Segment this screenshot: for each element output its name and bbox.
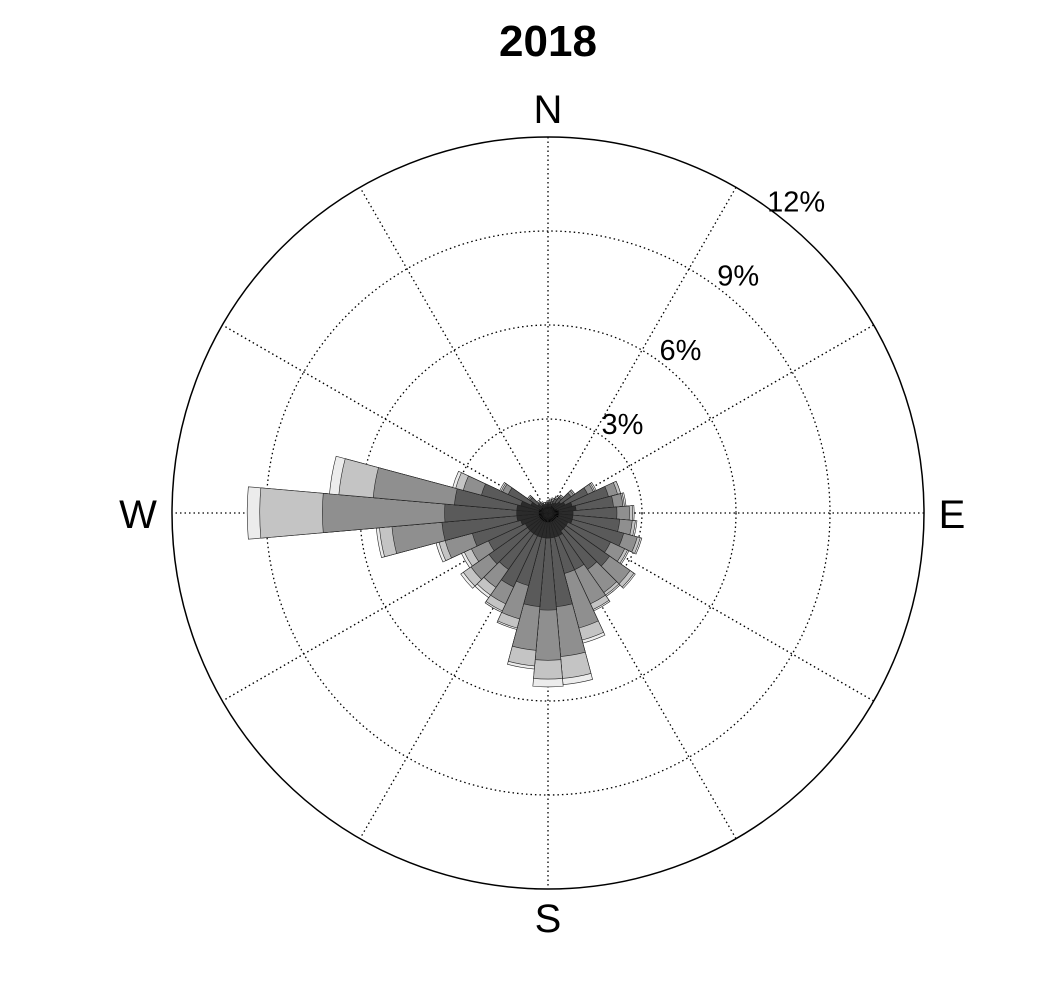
direction-label-w: W [119,493,157,537]
radial-tick-label: 3% [602,409,644,441]
radial-tick-label: 6% [659,335,701,367]
grid-circle [265,230,831,796]
radial-tick-label: 9% [717,261,759,293]
sector-bar-270-level-3 [322,493,549,533]
sector-bar-350-level-0 [546,506,549,514]
wind-rose-sectors [246,455,643,688]
radial-tick-label: 12% [767,187,825,219]
direction-label-s: S [535,897,562,941]
polar-labels: N E S W 3% 6% 9% 12% [119,88,965,941]
chart-title: 2018 [499,17,597,66]
grid-spoke [222,324,874,702]
grid-spoke [359,187,737,839]
direction-label-e: E [939,493,966,537]
grid-spoke [222,324,874,702]
grid-spoke [359,187,737,839]
grid-circle [453,418,643,608]
direction-label-n: N [534,88,563,132]
